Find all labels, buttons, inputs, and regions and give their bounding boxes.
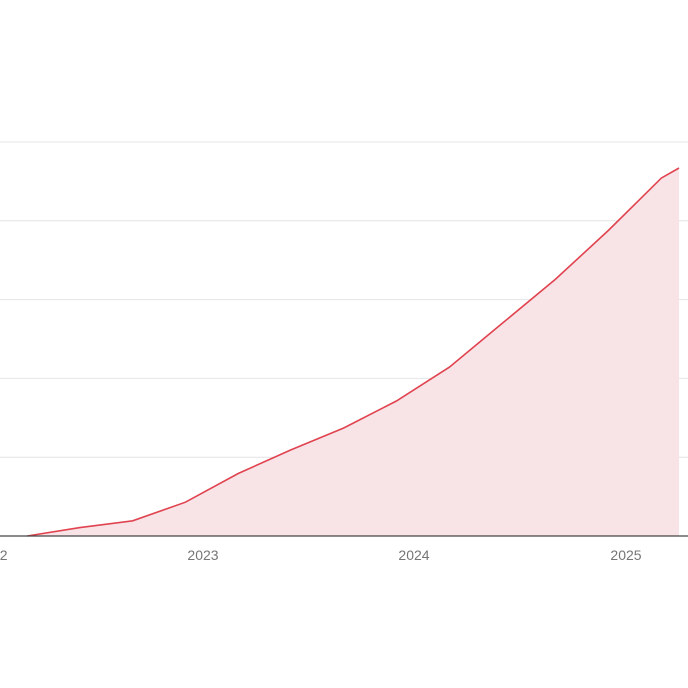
x-tick-label: 2023 (187, 547, 218, 563)
series-area-fill (27, 168, 679, 536)
x-axis-ticks: 2022 2023 2024 2025 (0, 547, 642, 563)
x-tick-label: 2025 (610, 547, 641, 563)
x-tick-label: 2022 (0, 547, 8, 563)
series-line (27, 167, 680, 537)
x-tick-label: 2024 (398, 547, 429, 563)
